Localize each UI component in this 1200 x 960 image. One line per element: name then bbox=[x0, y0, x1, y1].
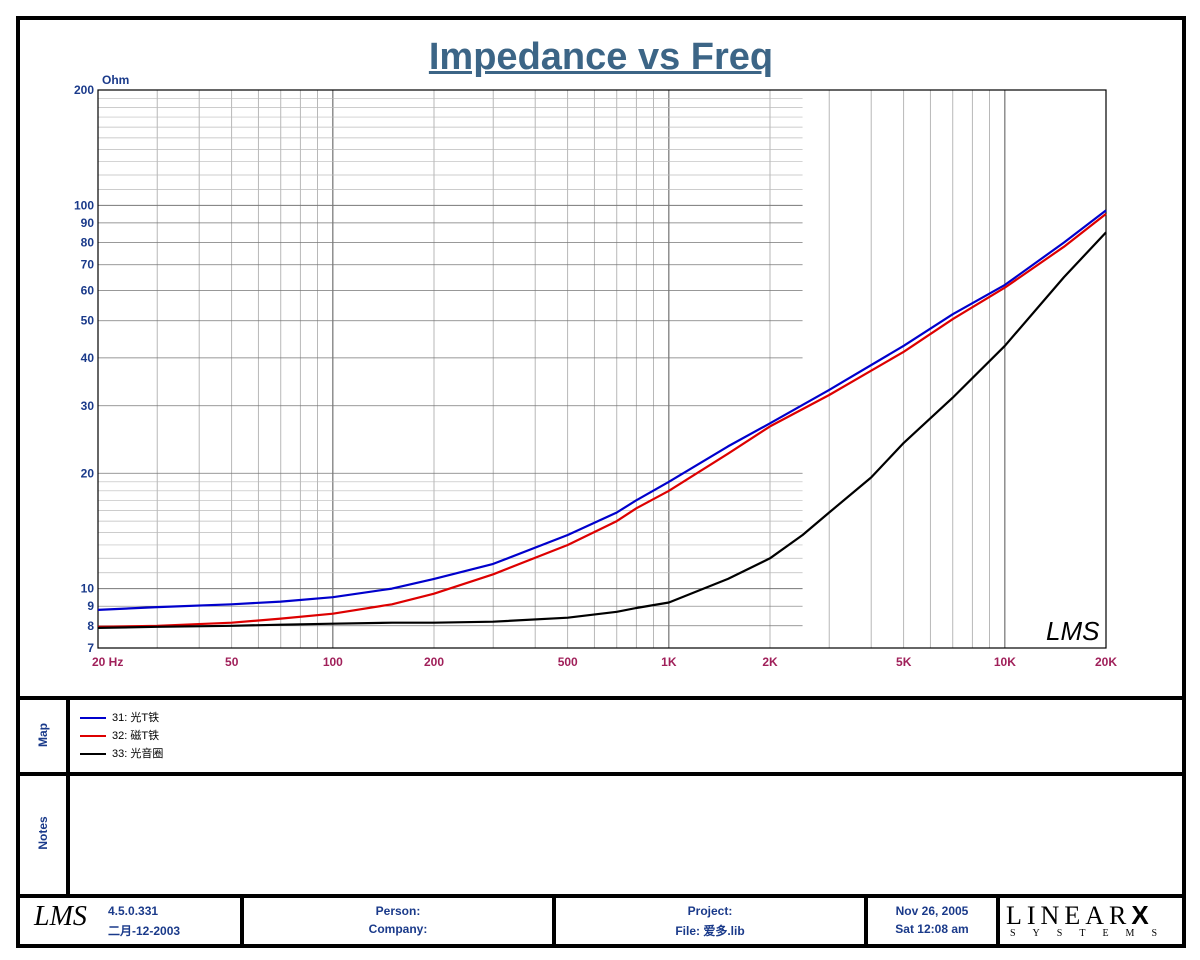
grid-major bbox=[98, 98, 803, 627]
separator-notes bbox=[20, 772, 1182, 776]
file-label: File: 爱多.lib bbox=[675, 924, 745, 938]
x-tick-label-6: 2K bbox=[762, 655, 778, 669]
notes-label: Notes bbox=[36, 816, 50, 850]
y-tick-label-9: 20 bbox=[81, 466, 95, 480]
chart-title: Impedance vs Freq bbox=[428, 36, 774, 78]
version: 4.5.0.331 bbox=[108, 904, 159, 918]
map-label: Map bbox=[36, 723, 50, 747]
project-label: Project: bbox=[687, 904, 733, 918]
footer-divider-4 bbox=[996, 898, 1000, 944]
footer-lms-logo: LMS bbox=[34, 901, 87, 932]
person-label: Person: bbox=[375, 904, 421, 918]
y-tick-label-7: 40 bbox=[81, 351, 95, 365]
build-date: 二月-12-2003 bbox=[108, 924, 181, 938]
brand-linear-text: LINEAR bbox=[1006, 901, 1132, 930]
legend-swatch bbox=[80, 753, 106, 756]
y-axis-unit: Ohm bbox=[102, 73, 130, 87]
notes-side-divider bbox=[66, 776, 70, 894]
legend-item-2: 32: 磁T铁 bbox=[80, 728, 159, 744]
lms-logo: LMS bbox=[1046, 616, 1100, 646]
legend-item-1: 31: 光T铁 bbox=[80, 710, 159, 726]
y-tick-label-13: 7 bbox=[87, 641, 94, 655]
brand-x: X bbox=[1131, 900, 1149, 930]
legend-item-3: 33: 光音圈 bbox=[80, 746, 163, 762]
separator-footer bbox=[20, 894, 1182, 898]
report-time: Sat 12:08 am bbox=[895, 922, 969, 936]
footer-divider-1 bbox=[240, 898, 244, 944]
series-line-1 bbox=[97, 209, 1107, 611]
y-tick-label-5: 60 bbox=[81, 283, 95, 297]
y-tick-label-8: 30 bbox=[81, 399, 95, 413]
y-tick-label-4: 70 bbox=[81, 258, 95, 272]
report-date: Nov 26, 2005 bbox=[895, 904, 969, 918]
series-line-3 bbox=[97, 231, 1107, 629]
series-lines bbox=[97, 209, 1107, 629]
y-tick-label-11: 9 bbox=[87, 599, 94, 613]
x-tick-label-8: 10K bbox=[994, 655, 1016, 669]
footer-divider-2 bbox=[552, 898, 556, 944]
y-tick-label-3: 80 bbox=[81, 236, 95, 250]
x-tick-label-3: 200 bbox=[424, 655, 444, 669]
lms-logo-text: LMS bbox=[1046, 616, 1100, 646]
x-tick-labels: 20 Hz 50 100 200 500 1K 2K 5K 10K 20K bbox=[92, 655, 1117, 669]
x-tick-label-7: 5K bbox=[896, 655, 912, 669]
grid-minor bbox=[97, 90, 1107, 648]
x-tick-label-9: 20K bbox=[1095, 655, 1117, 669]
legend-swatch bbox=[80, 717, 106, 720]
report-frame: Impedance vs Freq Ohm 20 Hz 50 100 200 500 1K… bbox=[16, 16, 1186, 948]
map-side-divider bbox=[66, 700, 70, 772]
x-tick-label-2: 100 bbox=[323, 655, 343, 669]
impedance-chart: 20 Hz 50 100 200 500 1K 2K 5K 10K 20K 200 100 90 80 7… bbox=[74, 83, 1117, 669]
plot-area-border bbox=[97, 89, 1107, 649]
series-line-2 bbox=[97, 213, 1107, 628]
legend-label: 32: 磁T铁 bbox=[112, 730, 160, 742]
legend-label: 33: 光音圈 bbox=[112, 748, 164, 760]
y-tick-labels: 200 100 90 80 70 60 50 40 30 20 10 9 8 7 bbox=[74, 83, 94, 655]
y-tick-label-10: 10 bbox=[81, 582, 95, 596]
y-tick-label-0: 200 bbox=[74, 83, 94, 97]
brand-linear: LINEARX bbox=[1006, 900, 1149, 931]
legend-swatch bbox=[80, 735, 106, 738]
y-tick-label-12: 8 bbox=[87, 619, 94, 633]
x-tick-label-1: 50 bbox=[225, 655, 239, 669]
y-tick-label-1: 100 bbox=[74, 198, 94, 212]
footer-divider-3 bbox=[864, 898, 868, 944]
x-tick-label-5: 1K bbox=[661, 655, 677, 669]
x-tick-label-4: 500 bbox=[558, 655, 578, 669]
company-label: Company: bbox=[368, 922, 428, 936]
legend-label: 31: 光T铁 bbox=[112, 712, 160, 724]
x-tick-label-0: 20 Hz bbox=[92, 655, 123, 669]
y-tick-label-6: 50 bbox=[81, 314, 95, 328]
brand-systems: SYSTEMS bbox=[1010, 928, 1175, 939]
separator-map bbox=[20, 696, 1182, 700]
y-tick-label-2: 90 bbox=[81, 216, 95, 230]
